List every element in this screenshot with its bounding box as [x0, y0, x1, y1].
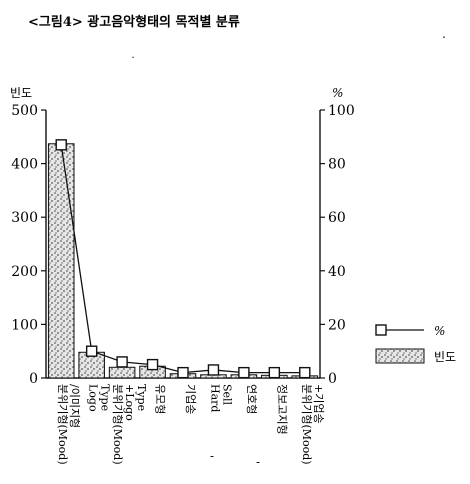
category-label-line: 분위기형(Mood) [111, 384, 124, 465]
category-label: 분위기형(Mood) +기업송 [300, 384, 325, 465]
bars-layer [47, 143, 319, 379]
right-tick-label: 60 [328, 210, 346, 226]
category-label: Hard Sell [208, 384, 233, 412]
category-label: 분위기형(Mood) +Logo Type [111, 384, 148, 465]
legend-line-label: % [434, 324, 445, 338]
category-label-line: 연호형 [245, 384, 258, 414]
left-tick-label: 0 [29, 371, 38, 387]
right-axis-label: % [332, 86, 343, 100]
category-label-line: Logo [87, 384, 100, 412]
category-label-line: +Logo [123, 384, 136, 421]
bar [47, 143, 75, 379]
stray-mark-1: . [442, 27, 446, 41]
stray-mark-2: ˙ [130, 55, 136, 69]
percent-point [238, 366, 250, 379]
percent-point [268, 366, 281, 379]
left-tick-label: 500 [11, 103, 38, 119]
category-label-line: 기업송 [184, 384, 197, 414]
stray-marks: . ˙ - - [130, 27, 446, 469]
left-axis-label: 빈도 [10, 86, 32, 100]
legend-bar-swatch [375, 348, 425, 364]
category-label-line: Sell [220, 384, 233, 406]
stray-mark-3: - [210, 449, 214, 463]
percent-point [116, 356, 128, 368]
category-label-line: Type [99, 384, 112, 411]
category-label-line: Type [135, 384, 148, 411]
left-tick-label: 300 [11, 210, 38, 226]
category-label-line: 정보고지형 [275, 384, 288, 435]
category-label-line: 분위기형(Mood) [56, 384, 69, 465]
category-label: Logo Type [87, 384, 112, 412]
category-label: 연호형 [245, 384, 258, 414]
legend: % 빈도 [375, 324, 456, 364]
category-label: 기업송 [184, 384, 197, 414]
tick-labels: 0 100 200 300 400 500 0 20 40 60 80 100 [11, 103, 354, 387]
right-tick-label: 20 [328, 317, 346, 333]
category-label-line: /이미지형 [68, 384, 81, 428]
percent-line [60, 144, 305, 374]
percent-point [177, 366, 189, 379]
axes [41, 109, 325, 379]
stray-mark-4: - [256, 455, 260, 469]
left-tick-label: 400 [11, 157, 38, 173]
percent-point [55, 139, 67, 151]
legend-bar-label: 빈도 [434, 350, 456, 364]
category-label: 정보고지형 [275, 384, 288, 435]
left-tick-label: 200 [11, 264, 38, 280]
percent-point [85, 345, 98, 357]
percent-point [146, 358, 159, 371]
category-label-line: 분위기형(Mood) [300, 384, 313, 465]
bar [108, 366, 136, 379]
right-tick-label: 0 [328, 371, 337, 387]
chart-title: <그림4> 광고음악형태의 목적별 분류 [28, 14, 240, 30]
right-tick-label: 80 [328, 157, 346, 173]
category-labels: 분위기형(Mood)/이미지형 Logo Type 분위기형(Mood) +Logo Ty… [56, 384, 325, 465]
category-label-line: +기업송 [312, 384, 325, 424]
right-tick-label: 100 [328, 103, 355, 119]
category-label: 유모형 [154, 384, 167, 414]
right-tick-label: 40 [328, 264, 346, 280]
legend-line-marker [375, 324, 387, 336]
left-tick-label: 100 [11, 317, 38, 333]
category-label-line: Hard [208, 384, 221, 412]
percent-point [299, 366, 311, 379]
percent-point [207, 364, 220, 376]
category-label-line: 유모형 [154, 384, 167, 414]
percent-line-layer [55, 139, 311, 379]
category-label: 분위기형(Mood)/이미지형 [56, 384, 81, 465]
